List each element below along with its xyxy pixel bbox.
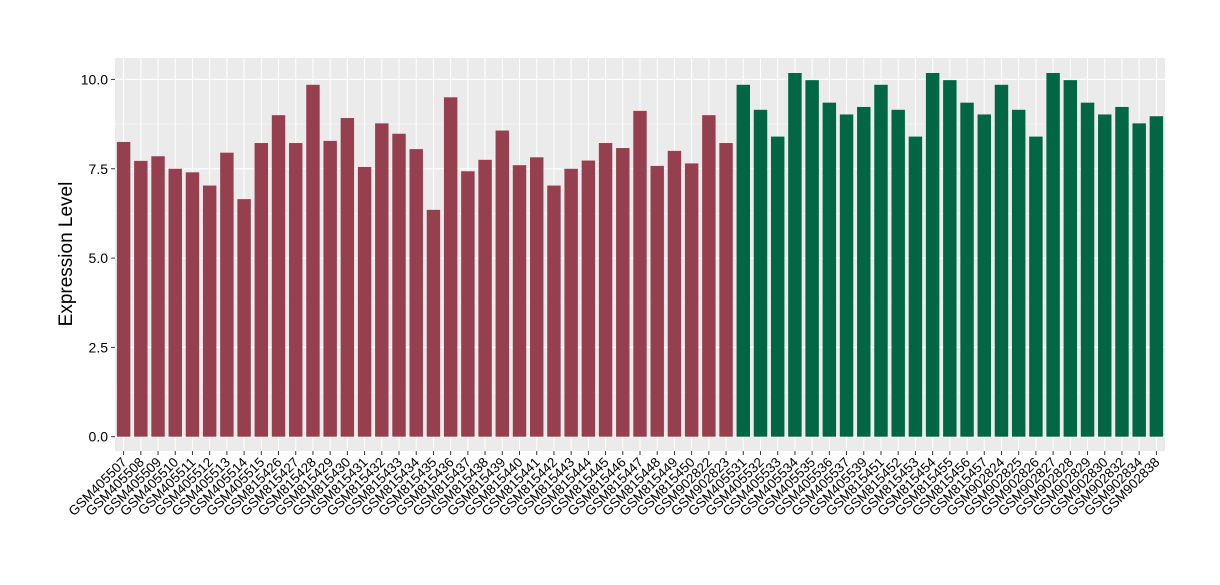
bar-GSM405507 — [116, 141, 131, 437]
bar-GSM902832 — [1115, 106, 1129, 437]
bar-GSM815432 — [375, 123, 389, 437]
y-tick-label: 2.5 — [89, 339, 109, 355]
bar-GSM815443 — [564, 168, 578, 437]
bar-GSM902826 — [1029, 136, 1043, 437]
bar-GSM815456 — [960, 102, 974, 437]
bar-GSM815447 — [633, 110, 647, 437]
bar-GSM405513 — [220, 152, 234, 437]
bar-GSM405509 — [151, 156, 165, 437]
y-tick-label: 0.0 — [89, 429, 109, 445]
bar-GSM815449 — [667, 150, 682, 437]
bar-GSM815426 — [271, 115, 286, 437]
bar-GSM405514 — [237, 199, 251, 437]
bar-GSM815438 — [478, 159, 492, 437]
bar-GSM405535 — [805, 80, 819, 437]
bar-GSM902825 — [1011, 109, 1026, 437]
bar-GSM815428 — [306, 84, 320, 437]
bar-GSM815455 — [943, 80, 957, 437]
bar-GSM815444 — [581, 160, 596, 437]
bar-GSM405531 — [736, 84, 750, 437]
bar-GSM815434 — [409, 149, 423, 437]
bar-GSM815435 — [426, 209, 441, 437]
bar-GSM405510 — [168, 168, 182, 437]
y-tick-label: 7.5 — [89, 161, 109, 177]
bar-GSM902827 — [1046, 73, 1060, 437]
bar-GSM815448 — [650, 165, 664, 437]
y-tick-label: 10.0 — [81, 71, 108, 87]
bar-GSM405515 — [254, 143, 269, 437]
bar-GSM815453 — [908, 136, 923, 437]
bar-GSM902823 — [719, 143, 733, 437]
bar-GSM815442 — [547, 185, 561, 437]
bar-GSM405534 — [788, 73, 802, 437]
bar-GSM405539 — [857, 106, 871, 437]
bar-GSM815433 — [392, 133, 406, 437]
bar-GSM405511 — [185, 172, 200, 437]
bar-GSM405532 — [753, 109, 768, 437]
bar-GSM815431 — [357, 166, 372, 437]
bar-GSM815427 — [289, 143, 303, 437]
bar-GSM902830 — [1098, 114, 1112, 437]
bar-GSM815440 — [512, 165, 527, 437]
bar-GSM815430 — [340, 118, 355, 437]
bar-GSM815457 — [977, 114, 991, 437]
bar-GSM815451 — [874, 84, 888, 437]
bar-GSM902829 — [1080, 102, 1095, 437]
bar-GSM815446 — [616, 148, 630, 437]
bar-GSM815439 — [495, 130, 510, 437]
bar-GSM815429 — [323, 140, 337, 437]
bar-GSM815454 — [925, 73, 940, 437]
y-tick-label: 5.0 — [89, 250, 109, 266]
x-axis: GSM405507GSM405508GSM405509GSM405510GSM4… — [66, 451, 1163, 519]
bar-GSM405533 — [770, 136, 785, 437]
y-axis-label: Expression Level — [56, 182, 77, 327]
bar-GSM902822 — [702, 115, 716, 437]
bar-GSM815437 — [461, 171, 475, 437]
bar-GSM815436 — [443, 97, 458, 437]
bar-GSM902828 — [1063, 80, 1078, 437]
bar-GSM815452 — [891, 109, 905, 437]
bar-GSM902824 — [994, 84, 1009, 437]
bar-GSM815445 — [598, 143, 613, 437]
bar-GSM405536 — [822, 102, 837, 437]
bar-GSM405537 — [839, 114, 854, 437]
bars — [116, 73, 1164, 437]
bar-GSM405512 — [202, 185, 217, 437]
bar-GSM405508 — [134, 160, 148, 437]
y-axis: 0.0 2.5 5.0 7.5 10.0 — [81, 71, 115, 445]
bar-GSM902838 — [1149, 116, 1164, 437]
bar-GSM902834 — [1132, 123, 1146, 437]
bar-GSM815441 — [530, 157, 544, 437]
bar-GSM815450 — [684, 163, 699, 437]
